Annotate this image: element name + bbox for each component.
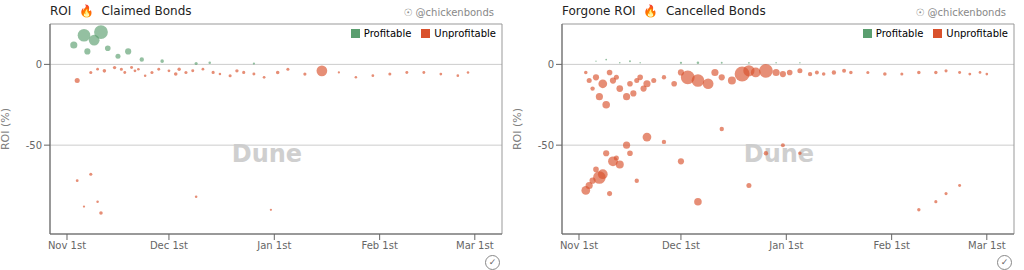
svg-text:Nov 1st: Nov 1st (48, 240, 86, 251)
svg-text:Feb 1st: Feb 1st (873, 240, 909, 251)
svg-text:-50: -50 (538, 140, 554, 151)
html-text:☉ @chickenbonds: ☉ @chickenbonds (403, 7, 494, 18)
html-text:Forgone ROI 🔥 Cancelled Bonds: Forgone ROI 🔥 Cancelled Bonds (562, 4, 766, 18)
svg-text:Mar 1st: Mar 1st (456, 240, 494, 251)
svg-text:Jan 1st: Jan 1st (768, 240, 803, 251)
svg-text:0: 0 (36, 59, 42, 70)
svg-text:Nov 1st: Nov 1st (560, 240, 598, 251)
svg-text:Mar 1st: Mar 1st (968, 240, 1006, 251)
svg-text:ROI (%): ROI (%) (8, 108, 12, 150)
html-text:Profitable: Profitable (363, 28, 412, 39)
html-text:Unprofitable: Unprofitable (946, 28, 1008, 39)
svg-text:-50: -50 (26, 140, 42, 151)
html-text:Profitable: Profitable (875, 28, 924, 39)
html-text:☉ @chickenbonds: ☉ @chickenbonds (915, 7, 1006, 18)
svg-text:Feb 1st: Feb 1st (361, 240, 397, 251)
html-text:Dune: Dune (231, 140, 303, 169)
svg-text:0: 0 (548, 59, 554, 70)
svg-text:Dec 1st: Dec 1st (150, 240, 188, 251)
svg-text:Jan 1st: Jan 1st (256, 240, 291, 251)
svg-text:ROI (%): ROI (%) (512, 108, 524, 150)
svg-text:Dec 1st: Dec 1st (662, 240, 700, 251)
html-text:Unprofitable: Unprofitable (434, 28, 496, 39)
html-text:ROI 🔥 Claimed Bonds: ROI 🔥 Claimed Bonds (50, 4, 192, 18)
html-text:Dune: Dune (743, 140, 815, 169)
